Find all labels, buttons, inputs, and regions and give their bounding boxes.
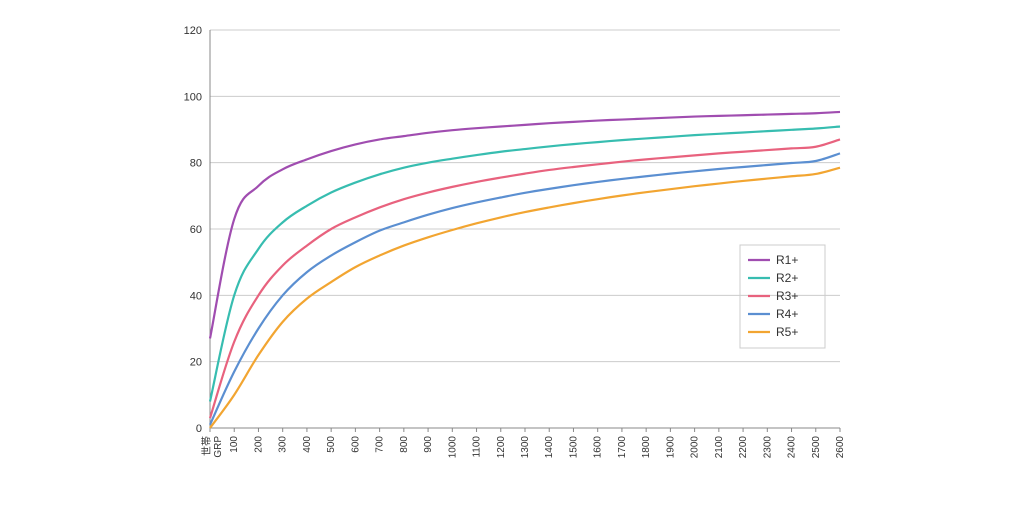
y-tick-label: 60 bbox=[190, 224, 202, 236]
x-tick-label: 1400 bbox=[544, 436, 555, 459]
y-tick-label: 40 bbox=[190, 290, 202, 302]
x-tick-label: 700 bbox=[375, 436, 386, 453]
series-R1+ bbox=[210, 112, 840, 339]
x-tick-label: 800 bbox=[399, 436, 410, 453]
x-tick-label: 1000 bbox=[447, 436, 458, 459]
x-tick-label: 300 bbox=[278, 436, 289, 453]
reach-curve-chart: 0 20 40 60 80 100 120 世帯GRP 100 200 300 400 500 600 70… bbox=[150, 20, 874, 492]
x-tick-label: 2100 bbox=[714, 436, 725, 459]
series-R4+ bbox=[210, 153, 840, 424]
x-tick-label: 2300 bbox=[762, 436, 773, 459]
x-tick-label: 2000 bbox=[690, 436, 701, 459]
x-tick-label: 500 bbox=[326, 436, 337, 453]
y-tick-label: 80 bbox=[190, 158, 202, 170]
x-tick-label: 1900 bbox=[665, 436, 676, 459]
x-tick-label: 600 bbox=[350, 436, 361, 453]
x-tick-label: 2400 bbox=[787, 436, 798, 459]
x-tick-label: 2600 bbox=[835, 436, 846, 459]
chart-svg: 0 20 40 60 80 100 120 世帯GRP 100 200 300 400 500 600 70… bbox=[150, 20, 874, 492]
legend-label: R5+ bbox=[776, 325, 798, 339]
x-tick-label: 1200 bbox=[496, 436, 507, 459]
x-tick-label: 2200 bbox=[738, 436, 749, 459]
legend-label: R2+ bbox=[776, 271, 798, 285]
x-tick-label: 1800 bbox=[641, 436, 652, 459]
x-tick-label: 400 bbox=[302, 436, 313, 453]
legend-label: R3+ bbox=[776, 289, 798, 303]
x-tick-label: 1100 bbox=[472, 436, 483, 458]
legend-label: R4+ bbox=[776, 307, 798, 321]
x-tick-label: 1700 bbox=[617, 436, 628, 459]
y-tick-label: 0 bbox=[196, 423, 202, 435]
x-tick-label: 2500 bbox=[811, 436, 822, 459]
x-tick-label: 900 bbox=[423, 436, 434, 453]
x-tick-label: 世帯 bbox=[200, 436, 213, 456]
legend-label: R1+ bbox=[776, 253, 798, 267]
x-tick-label: 100 bbox=[229, 436, 240, 453]
y-tick-label: 120 bbox=[184, 25, 202, 37]
x-tick-label: GRP bbox=[213, 436, 224, 458]
y-tick-label: 100 bbox=[184, 91, 202, 103]
x-tick-label: 1600 bbox=[593, 436, 604, 459]
y-tick-label: 20 bbox=[190, 357, 202, 369]
x-tick-label: 1300 bbox=[520, 436, 531, 459]
x-tick-label: 200 bbox=[253, 436, 264, 453]
x-tick-label: 1500 bbox=[568, 436, 579, 459]
